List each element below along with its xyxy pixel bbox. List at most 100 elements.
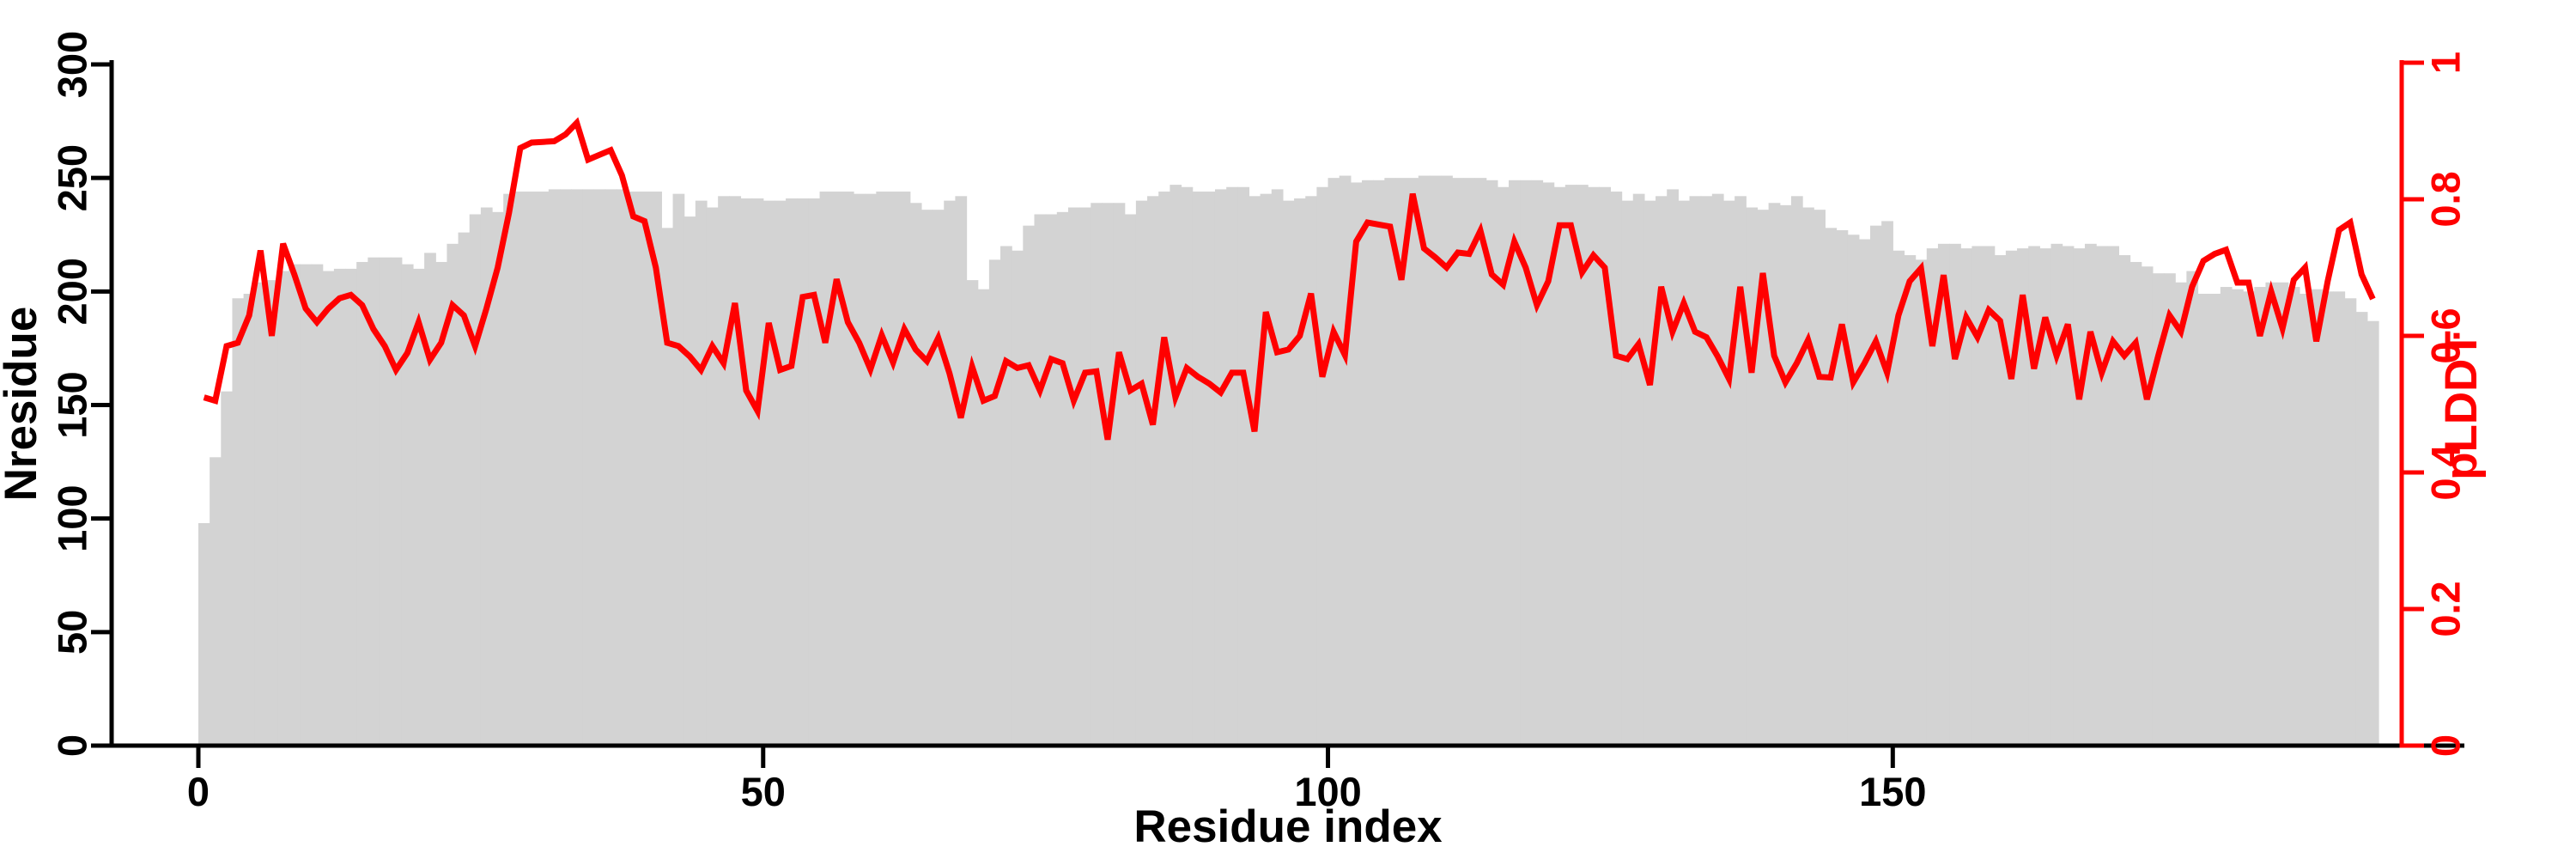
bar: [1091, 203, 1103, 746]
bar: [1045, 214, 1058, 746]
bar: [1170, 185, 1182, 746]
bar: [548, 189, 561, 746]
right-tick-label: 0.4: [2423, 444, 2469, 500]
bar: [819, 192, 832, 746]
bar: [706, 207, 719, 746]
bar: [1418, 175, 1431, 746]
bar: [2287, 287, 2300, 746]
x-tick-label: 100: [1294, 769, 1361, 814]
bars-layer: [198, 175, 2379, 746]
x-tick-label: 0: [187, 769, 210, 814]
bar: [232, 298, 245, 746]
bar: [2276, 282, 2289, 746]
bar: [1067, 207, 1080, 746]
bar: [661, 228, 674, 746]
y-axis-title-left: Nresidue: [0, 307, 46, 502]
left-tick-label: 150: [50, 371, 95, 438]
bar: [2028, 246, 2040, 746]
bar: [627, 192, 640, 746]
bar: [876, 192, 889, 746]
bar: [2299, 293, 2312, 746]
bar: [944, 200, 957, 746]
bar: [1971, 246, 1984, 746]
bar: [1553, 186, 1566, 746]
bar: [1339, 175, 1352, 746]
bar: [356, 261, 368, 746]
x-tick-label: 150: [1859, 769, 1926, 814]
bar: [1735, 196, 1747, 746]
bar: [2062, 246, 2075, 746]
bar: [988, 259, 1001, 746]
bar: [1463, 178, 1476, 746]
bar: [503, 193, 515, 746]
left-tick-label: 100: [50, 484, 95, 551]
bar: [390, 257, 403, 746]
bar: [1000, 246, 1012, 746]
bar: [1327, 178, 1340, 746]
bar: [1722, 200, 1735, 746]
bar: [1779, 204, 1792, 746]
bar: [1282, 200, 1295, 746]
bar: [1034, 214, 1047, 746]
bar: [559, 189, 572, 746]
bar: [2220, 287, 2233, 746]
right-axis-ticks: 0 0.2 0.4 0.6 0.8 1: [2402, 52, 2469, 757]
bar: [1564, 185, 1577, 746]
bar: [480, 207, 493, 746]
bar: [2107, 246, 2120, 746]
bar: [841, 192, 854, 746]
bar: [1610, 192, 1623, 746]
bar: [2164, 273, 2176, 746]
bar: [1158, 192, 1170, 746]
bar: [1294, 198, 1306, 746]
bar: [774, 200, 787, 746]
bar: [1858, 239, 1871, 746]
bar: [2129, 261, 2142, 746]
bar: [1937, 243, 1950, 746]
y-axis-title-right: pLDDT: [2436, 331, 2487, 480]
bar: [1689, 196, 1702, 746]
bar: [1836, 229, 1849, 746]
bar: [1599, 186, 1612, 746]
bar: [933, 210, 945, 746]
bar: [1023, 225, 1036, 746]
bar: [593, 189, 606, 746]
bar: [1373, 180, 1385, 746]
bar: [1135, 200, 1148, 746]
bar: [424, 253, 436, 746]
bar: [1790, 196, 1803, 746]
bar: [1474, 178, 1487, 746]
bar: [683, 216, 696, 746]
bar: [797, 198, 809, 746]
bar: [1847, 235, 1860, 746]
bar: [762, 200, 775, 746]
bar: [1588, 186, 1600, 746]
bar: [289, 264, 301, 746]
bar: [1960, 248, 1973, 746]
bar: [514, 192, 527, 746]
bar: [537, 192, 550, 746]
bar: [605, 189, 617, 746]
bar: [1711, 193, 1724, 746]
bar: [786, 198, 798, 746]
bar: [1746, 207, 1759, 746]
x-axis-title: Residue index: [1133, 801, 1443, 852]
bar: [909, 203, 922, 746]
bar: [1678, 200, 1691, 746]
bar: [1124, 214, 1137, 746]
bar: [751, 198, 764, 746]
bar: [808, 198, 821, 746]
bar: [1667, 189, 1679, 746]
bar: [1441, 175, 1453, 746]
bar: [920, 210, 933, 746]
bar: [650, 192, 662, 746]
bar: [718, 196, 730, 746]
bar: [2355, 312, 2368, 746]
bar: [2141, 266, 2154, 746]
bar: [210, 457, 222, 746]
bar: [300, 264, 313, 746]
bar: [401, 264, 414, 746]
bar: [865, 193, 877, 746]
bar: [887, 192, 900, 746]
